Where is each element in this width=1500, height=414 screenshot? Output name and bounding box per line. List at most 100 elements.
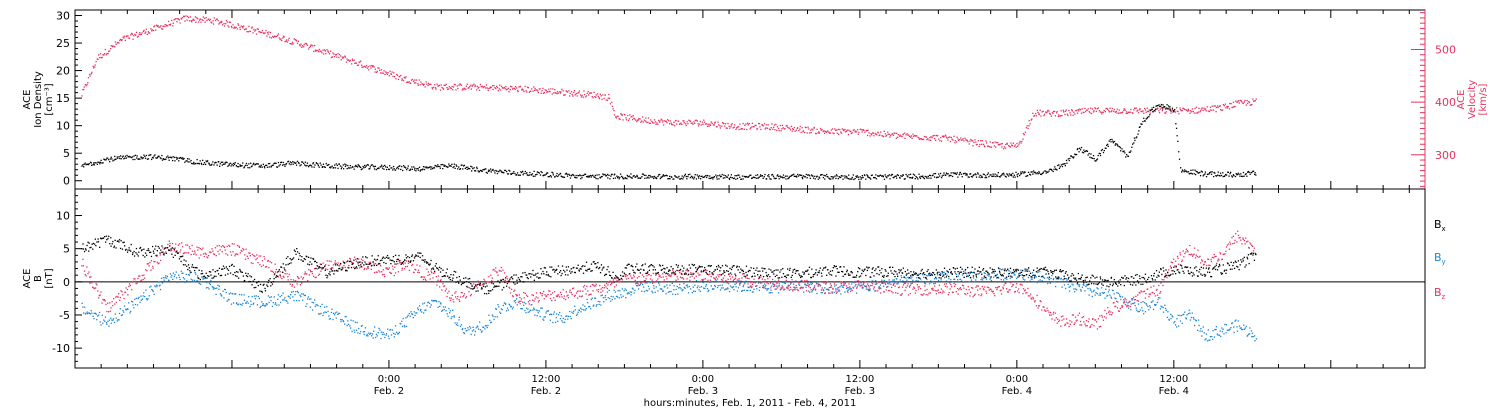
bz-series-point — [463, 295, 464, 296]
by-series-point — [206, 287, 207, 288]
by-series-point — [698, 289, 699, 290]
by-series-point — [661, 289, 662, 290]
by-series-point — [220, 293, 221, 294]
velocity-series-point — [242, 27, 243, 28]
by-series-point — [162, 282, 163, 283]
density-series-point — [134, 159, 135, 160]
density-series-point — [663, 174, 664, 175]
by-series-point — [505, 304, 506, 305]
density-series-point — [234, 164, 235, 165]
by-series-point — [930, 282, 931, 283]
velocity-series-point — [400, 75, 401, 76]
density-series-point — [975, 174, 976, 175]
density-series-point — [1025, 176, 1026, 177]
bz-series-point — [164, 253, 165, 254]
velocity-series-point — [1043, 111, 1044, 112]
by-series-point — [393, 333, 394, 334]
by-series-point — [292, 296, 293, 297]
by-series-point — [345, 316, 346, 317]
by-series-point — [1194, 325, 1195, 326]
by-series-point — [218, 289, 219, 290]
velocity-series-point — [271, 37, 272, 38]
density-series-point — [182, 157, 183, 158]
velocity-series-point — [970, 139, 971, 140]
by-series-point — [1090, 290, 1091, 291]
velocity-series-point — [803, 130, 804, 131]
by-series-point — [256, 295, 257, 296]
by-series-point — [248, 303, 249, 304]
by-series-point — [889, 282, 890, 283]
by-series-point — [1203, 326, 1204, 327]
velocity-series-point — [969, 141, 970, 142]
velocity-series-point — [1081, 113, 1082, 114]
velocity-series-point — [986, 142, 987, 143]
density-series-point — [242, 162, 243, 163]
density-series-point — [699, 175, 700, 176]
velocity-series-point — [1055, 115, 1056, 116]
bz-series-point — [578, 290, 579, 291]
density-series-point — [194, 163, 195, 164]
density-series-point — [764, 174, 765, 175]
by-series-point — [529, 311, 530, 312]
density-series-point — [1047, 172, 1048, 173]
velocity-series-point — [608, 94, 609, 95]
velocity-series-point — [627, 115, 628, 116]
by-series-point — [688, 292, 689, 293]
by-series-point — [439, 306, 440, 307]
density-series-point — [1169, 106, 1170, 107]
velocity-series-point — [184, 16, 185, 17]
density-series-point — [1181, 171, 1182, 172]
by-series-point — [579, 310, 580, 311]
density-series-point — [540, 174, 541, 175]
velocity-series-point — [890, 135, 891, 136]
bz-series-point — [596, 289, 597, 290]
velocity-series-point — [302, 45, 303, 46]
bz-series-point — [517, 295, 518, 296]
by-series-point — [165, 277, 166, 278]
velocity-series-point — [375, 69, 376, 70]
by-series-point — [195, 274, 196, 275]
by-series-point — [1159, 297, 1160, 298]
by-series-point — [336, 312, 337, 313]
velocity-series-point — [638, 119, 639, 120]
by-series-point — [906, 280, 907, 281]
velocity-series-point — [374, 71, 375, 72]
density-series-point — [1075, 154, 1076, 155]
density-series-point — [1158, 104, 1159, 105]
by-series-point — [284, 297, 285, 298]
velocity-series-point — [631, 116, 632, 117]
by-series-point — [676, 289, 677, 290]
bz-series-point — [459, 301, 460, 302]
bfield-tick-label: 5 — [63, 243, 70, 256]
by-series-point — [1157, 302, 1158, 303]
by-series-point — [667, 287, 668, 288]
density-series-point — [467, 169, 468, 170]
density-series-point — [1066, 163, 1067, 164]
density-series-point — [602, 176, 603, 177]
density-series-point — [460, 168, 461, 169]
density-series-point — [677, 177, 678, 178]
velocity-series-point — [267, 32, 268, 33]
density-series-point — [654, 176, 655, 177]
velocity-series-point — [284, 36, 285, 37]
velocity-series-point — [612, 106, 613, 107]
density-series-point — [480, 170, 481, 171]
by-series-point — [422, 303, 423, 304]
density-series-point — [993, 174, 994, 175]
by-series-point — [103, 319, 104, 320]
density-series-point — [1152, 111, 1153, 112]
by-series-point — [1251, 336, 1252, 337]
density-series-point — [1045, 170, 1046, 171]
density-series-point — [852, 177, 853, 178]
velocity-series-point — [727, 128, 728, 129]
density-series-point — [139, 159, 140, 160]
velocity-series-point — [1109, 108, 1110, 109]
velocity-series-point — [554, 89, 555, 90]
by-series-point — [756, 288, 757, 289]
density-series-point — [1213, 176, 1214, 177]
by-series-point — [944, 272, 945, 273]
bz-series-point — [377, 272, 378, 273]
velocity-series-point — [278, 33, 279, 34]
velocity-series-point — [296, 40, 297, 41]
density-series-point — [124, 158, 125, 159]
